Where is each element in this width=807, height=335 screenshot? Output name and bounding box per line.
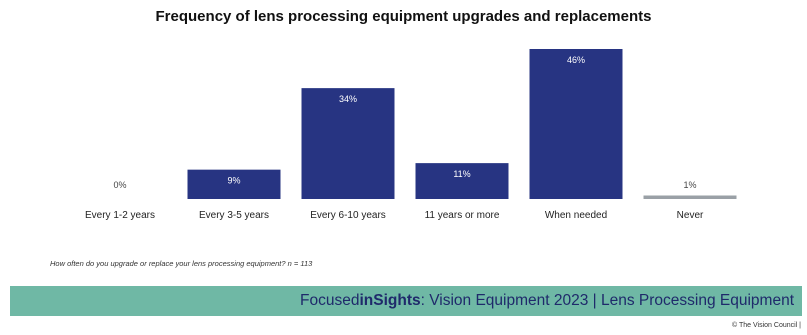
survey-question-footnote: How often do you upgrade or replace your… [50,259,313,268]
bar-when-needed [529,49,623,199]
category-label: Every 6-10 years [310,210,386,221]
bar-never [643,195,737,199]
data-label: 0% [113,180,126,190]
category-label: Never [677,210,704,221]
copyright-notice: © The Vision Council | [732,322,801,329]
category-label: Every 1-2 years [85,210,155,221]
bar-11-years-or-more [415,163,509,199]
data-label: 46% [567,55,585,65]
data-label: 9% [227,176,240,186]
data-label: 1% [683,180,696,190]
category-label: 11 years or more [425,210,500,221]
footer-text-post: : Vision Equipment 2023 | Lens Processin… [420,292,794,309]
bar-every-6-10-years [301,88,395,199]
footer-banner: Focused inSights: Vision Equipment 2023 … [10,286,802,316]
footer-text-pre: Focused [300,292,360,309]
category-label: When needed [545,210,607,221]
category-label: Every 3-5 years [199,210,269,221]
chart-title: Frequency of lens processing equipment u… [155,8,652,25]
data-label: 11% [453,169,470,179]
bar-every-3-5-years [187,169,281,199]
footer-text-brand: inSights [359,292,421,309]
data-label: 34% [339,94,357,104]
bar-chart: 0% Every 1-2 years 9% Every 3-5 years 34% Eve… [85,49,737,221]
